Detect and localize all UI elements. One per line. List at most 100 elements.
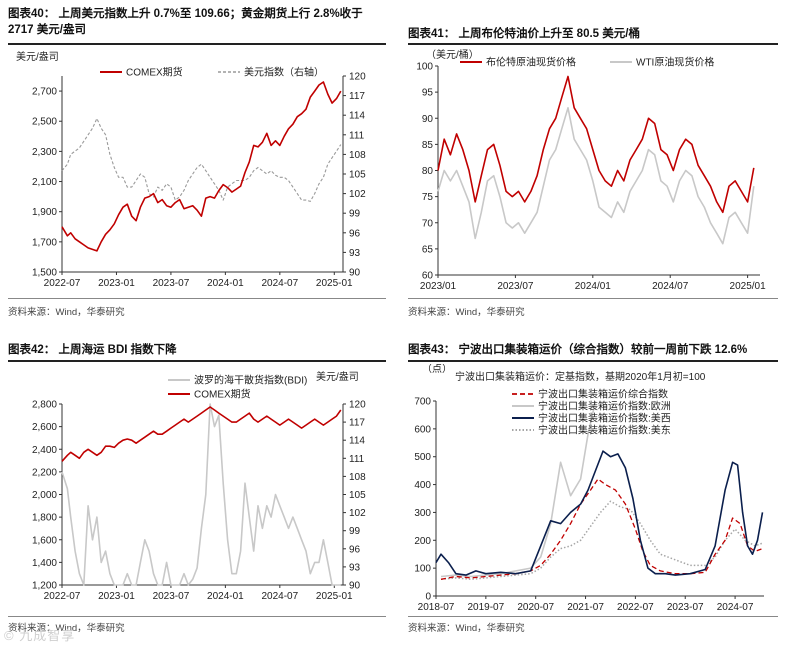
y-tick-label: 700	[414, 397, 431, 408]
y-tick-label: 60	[422, 271, 434, 282]
y-tick-label: 1,500	[32, 268, 57, 279]
panel-title: 图表43： 宁波出口集装箱运价（综合指数）较前一周前下跌 12.6%	[408, 342, 747, 358]
x-tick-label: 2025-01	[316, 591, 353, 602]
title-rule	[8, 43, 386, 45]
chart-bdi-gold: 1,200 1,400 1,600 1,800 2,000 2,200 2,400 2,600…	[32, 370, 366, 602]
legend-label: COMEX期货	[194, 388, 251, 401]
title-rule	[408, 43, 778, 45]
y-right-tick-label: 96	[349, 228, 361, 239]
y-tick-label: 0	[425, 592, 431, 603]
x-tick-label: 2023-07	[153, 278, 190, 289]
panel-title-line1: 图表43： 宁波出口集装箱运价（综合指数）较前一周前下跌 12.6%	[408, 344, 748, 356]
chart-gold-dxy: 1,500 1,700 1,900 2,100 2,300 2,500 2,700 90 93 9…	[16, 50, 366, 289]
y-tick-label: 95	[422, 88, 434, 99]
y-tick-label: 400	[414, 480, 431, 491]
x-tick-label: 2022-07	[617, 602, 654, 613]
bottom-rule	[8, 298, 386, 299]
unit-label: （美元/桶）	[426, 48, 479, 61]
x-tick-label: 2023/07	[497, 281, 534, 292]
bottom-rule	[408, 616, 778, 617]
panel-title-line1: 图表41： 上周布伦特油价上升至 80.5 美元/桶	[408, 28, 640, 40]
y-tick-label: 1,800	[32, 513, 57, 524]
y-tick-label: 80	[422, 166, 434, 177]
unit-label: 美元/盎司	[16, 50, 59, 63]
y-tick-label: 1,600	[32, 535, 57, 546]
y-right-tick-label: 114	[349, 111, 365, 122]
y-right-tick-label: 99	[349, 209, 361, 220]
x-tick-label: 2024-07	[717, 602, 754, 613]
y-tick-label: 2,000	[32, 490, 57, 501]
series-line	[61, 81, 342, 252]
y-right-tick-label: 117	[349, 418, 365, 429]
y-right-tick-label: 93	[349, 248, 361, 259]
y-tick-label: 85	[422, 140, 434, 151]
x-tick-label: 2023-01	[98, 591, 135, 602]
x-tick-label: 2022-07	[44, 591, 81, 602]
watermark: © 九成智享	[4, 628, 76, 643]
series-line	[61, 117, 342, 202]
source-note: 资料来源：Wind，华泰研究	[8, 307, 125, 318]
y-right-tick-label: 102	[349, 508, 366, 519]
unit-label: （点）	[422, 364, 452, 375]
y-right-tick-label: 90	[349, 268, 361, 279]
y-right-tick-label: 108	[349, 150, 366, 161]
x-tick-label: 2023-01	[98, 278, 135, 289]
y-right-tick-label: 108	[349, 472, 366, 483]
y-tick-label: 75	[422, 192, 434, 203]
y-right-tick-label: 120	[349, 400, 366, 411]
series-line	[440, 400, 597, 578]
y-right-tick-label: 96	[349, 544, 361, 555]
x-tick-label: 2023-07	[153, 591, 190, 602]
y-right-tick-label: 120	[349, 72, 366, 83]
panel-title-line1: 图表42： 上周海运 BDI 指数下降	[8, 344, 177, 356]
panel-title: 图表40： 上周美元指数上升 0.7%至 109.66；黄金期货上行 2.8%收…	[8, 6, 363, 38]
x-tick-label: 2024/01	[575, 281, 612, 292]
legend-label: 波罗的海干散货指数(BDI)	[194, 374, 307, 387]
y-right-tick-label: 90	[349, 581, 361, 592]
y-tick-label: 2,400	[32, 445, 57, 456]
y-tick-label: 2,300	[32, 147, 57, 158]
chart-oil-prices: 60 65 70 75 80 85 90 95 100 2023/01 2023/07 2024/01…	[416, 48, 767, 292]
x-tick-label: 2024/07	[652, 281, 689, 292]
x-tick-label: 2024-07	[261, 591, 298, 602]
bottom-rule	[8, 616, 386, 617]
y-tick-label: 600	[414, 424, 431, 435]
y-right-tick-label: 117	[349, 91, 365, 102]
legend-label: COMEX期货	[126, 66, 183, 79]
x-tick-label: 2025/01	[730, 281, 767, 292]
y-tick-label: 300	[414, 508, 431, 519]
y-tick-label: 100	[416, 62, 433, 73]
title-rule	[408, 360, 778, 362]
x-tick-label: 2023/01	[420, 281, 457, 292]
y-tick-label: 2,100	[32, 177, 57, 188]
legend-label: WTI原油现货价格	[636, 56, 714, 69]
source-note: 资料来源：Wind，华泰研究	[408, 623, 525, 634]
x-tick-label: 2019-07	[467, 602, 504, 613]
chart-ningbo-freight: 0 100 200 300 400 500 600 700 2018-07 2019-07 2020…	[414, 364, 764, 613]
y-tick-label: 1,400	[32, 558, 57, 569]
y-tick-label: 1,900	[32, 207, 57, 218]
x-tick-label: 2021-07	[567, 602, 604, 613]
y-tick-label: 2,200	[32, 467, 57, 478]
source-note: 资料来源：Wind，华泰研究	[408, 307, 525, 318]
source-note: 资料来源：Wind，华泰研究	[8, 623, 125, 634]
y-tick-label: 200	[414, 536, 431, 547]
x-tick-label: 2024-01	[207, 591, 244, 602]
y-right-tick-label: 111	[349, 454, 365, 465]
y-tick-label: 90	[422, 114, 434, 125]
y-right-tick-label: 105	[349, 490, 366, 501]
panel-41: 图表41： 上周布伦特油价上升至 80.5 美元/桶 60 65 70 75 80 85 9…	[400, 0, 787, 322]
panel-40: 图表40： 上周美元指数上升 0.7%至 109.66；黄金期货上行 2.8%收…	[0, 0, 393, 322]
y-right-tick-label: 93	[349, 562, 361, 573]
legend-label: 美元指数（右轴）	[244, 66, 324, 79]
y-right-tick-label: 114	[349, 436, 365, 447]
panel-title: 图表41： 上周布伦特油价上升至 80.5 美元/桶	[408, 26, 640, 42]
series-line	[440, 478, 763, 580]
series-line	[440, 500, 763, 581]
legend-label: 宁波出口集装箱运价指数:欧洲	[538, 400, 671, 413]
y-tick-label: 2,500	[32, 117, 57, 128]
panel-title: 图表42： 上周海运 BDI 指数下降	[8, 342, 177, 358]
x-tick-label: 2023-07	[667, 602, 704, 613]
x-tick-label: 2022-07	[44, 278, 81, 289]
y-tick-label: 2,700	[32, 87, 57, 98]
